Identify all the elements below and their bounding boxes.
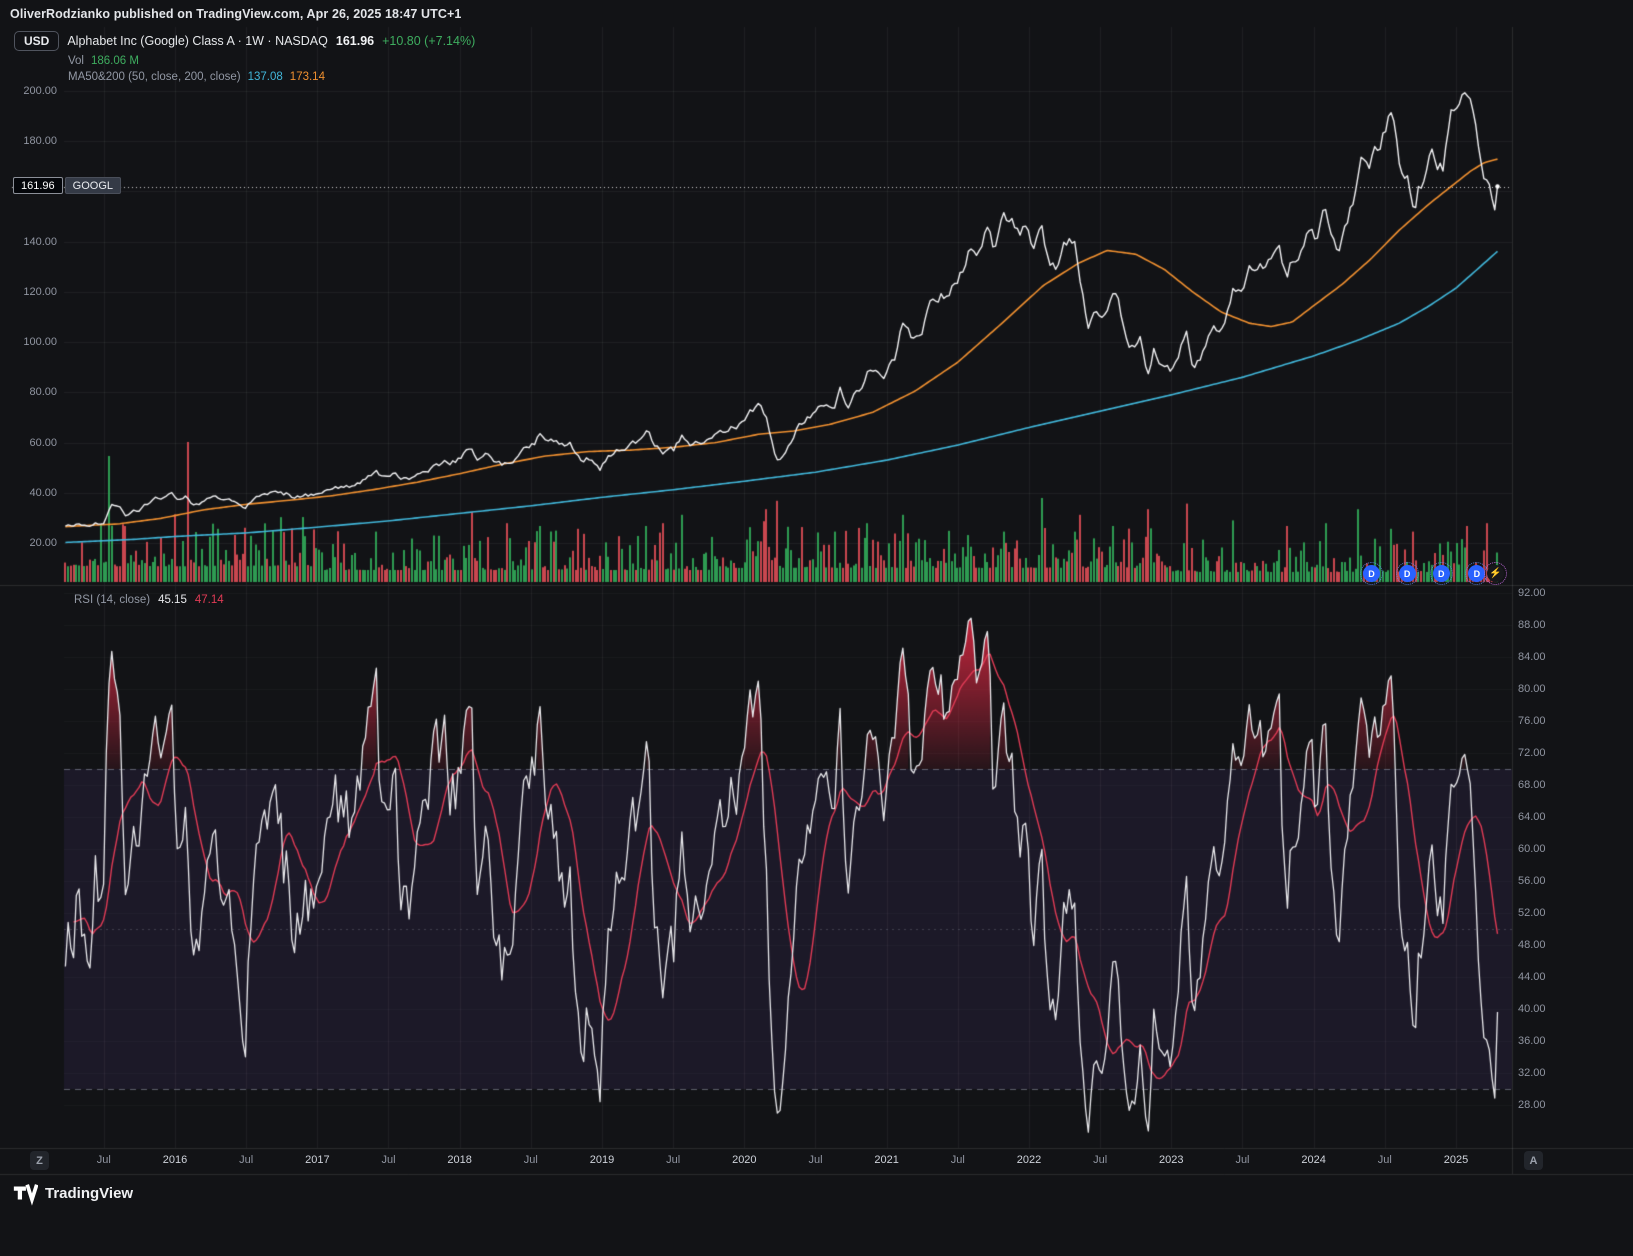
time-axis-label: Jul (950, 1154, 965, 1166)
rsi-axis-label: 36.00 (1518, 1035, 1546, 1047)
price-tag: 161.96 (13, 177, 63, 194)
price-axis-label: 140.00 (23, 235, 57, 248)
current-price-tag: 161.96 GOOGL (13, 177, 121, 194)
price-axis-label: 120.00 (23, 285, 57, 298)
price-axis[interactable]: 200.00180.00160.00140.00120.00100.0080.0… (0, 0, 62, 1148)
time-axis-label: 2018 (447, 1154, 472, 1166)
auto-scale-button[interactable]: A (1524, 1151, 1543, 1170)
ma-legend[interactable]: MA50&200 (50, close, 200, close) 137.08 … (68, 71, 475, 83)
time-axis-label: Jul (1093, 1154, 1108, 1166)
time-axis-label: 2021 (874, 1154, 899, 1166)
symbol-row[interactable]: USD Alphabet Inc (Google) Class A · 1W ·… (14, 31, 475, 51)
time-axis-label: 2025 (1443, 1154, 1469, 1166)
rsi-axis-label: 68.00 (1518, 779, 1546, 791)
symbol-title[interactable]: Alphabet Inc (Google) Class A · 1W · NAS… (67, 34, 328, 48)
dividend-badge[interactable]: D (1465, 562, 1489, 585)
price-axis-label: 180.00 (23, 135, 57, 148)
rsi-axis-label: 64.00 (1518, 811, 1546, 823)
price-axis-label: 100.00 (23, 336, 57, 349)
dividend-badge[interactable]: D (1359, 562, 1383, 585)
time-axis-label: 2019 (589, 1154, 615, 1166)
publisher-text: OliverRodzianko published on TradingView… (10, 7, 462, 21)
ma50-value: 173.14 (289, 71, 325, 83)
rsi-axis-label: 92.00 (1518, 587, 1546, 599)
time-axis-label: 2020 (732, 1154, 757, 1166)
ma200-value: 137.08 (247, 71, 283, 83)
rsi-axis-label: 44.00 (1518, 971, 1546, 983)
rsi-axis-label: 76.00 (1518, 715, 1546, 727)
footer: TradingView (12, 1180, 133, 1206)
rsi-legend[interactable]: RSI (14, close) 45.15 47.14 (74, 594, 224, 606)
time-axis-label: Jul (96, 1154, 111, 1166)
time-axis-label: Jul (1235, 1154, 1250, 1166)
ma-label: MA50&200 (50, close, 200, close) (68, 71, 241, 83)
volume-legend[interactable]: Vol 186.06 M (68, 55, 475, 67)
rsi-axis-label: 32.00 (1518, 1067, 1546, 1079)
price-axis-label: 60.00 (29, 436, 57, 449)
volume-label: Vol (68, 55, 84, 67)
time-axis-label: 2024 (1301, 1154, 1326, 1166)
price-axis-label: 80.00 (29, 386, 57, 399)
rsi-axis-label: 40.00 (1518, 1003, 1546, 1015)
rsi-ma-value: 47.14 (194, 594, 224, 606)
brand-name[interactable]: TradingView (45, 1184, 134, 1202)
time-axis-label: Jul (239, 1154, 254, 1166)
ticker-tag: GOOGL (64, 177, 121, 194)
price-axis-label: 200.00 (23, 85, 57, 97)
price-change: +10.80 (+7.14%) (382, 34, 476, 48)
rsi-axis-label: 84.00 (1518, 651, 1546, 663)
rsi-axis-label: 80.00 (1518, 683, 1546, 695)
earnings-flash-badge[interactable]: ⚡ (1483, 562, 1507, 585)
time-axis-label: Jul (523, 1154, 538, 1166)
rsi-axis-label: 52.00 (1518, 907, 1546, 919)
rsi-axis-label: 72.00 (1518, 747, 1546, 759)
dividend-badge[interactable]: D (1429, 562, 1453, 585)
time-axis-label: Jul (1377, 1154, 1392, 1166)
time-axis[interactable]: Z Jul 2016 Jul 2017 Jul 2018 Jul 2019 Jul 2020 Jul… (0, 1148, 1633, 1174)
time-axis-label: Jul (381, 1154, 396, 1166)
time-axis-label: 2022 (1016, 1154, 1042, 1166)
time-axis-label: 2016 (162, 1154, 188, 1166)
price-axis-label: 40.00 (29, 486, 57, 499)
dividend-badge[interactable]: D (1395, 562, 1419, 585)
rsi-axis-label: 56.00 (1518, 875, 1546, 887)
symbol-legend: USD Alphabet Inc (Google) Class A · 1W ·… (14, 31, 475, 83)
rsi-axis[interactable]: 92.00 88.00 84.00 80.00 76.00 72.00 68.00 64.00… (1518, 0, 1588, 1148)
rsi-axis-label: 48.00 (1518, 939, 1546, 951)
time-axis-label: Jul (666, 1154, 681, 1166)
tradingview-logo[interactable] (12, 1180, 38, 1206)
time-axis-label: 2017 (305, 1154, 330, 1166)
rsi-label: RSI (14, close) (74, 594, 151, 606)
rsi-axis-label: 88.00 (1518, 619, 1546, 631)
rsi-axis-label: 60.00 (1518, 843, 1546, 855)
price-axis-label: 20.00 (29, 536, 57, 549)
timezone-button[interactable]: Z (30, 1151, 49, 1170)
currency-button[interactable]: USD (14, 31, 60, 51)
rsi-value: 45.15 (158, 594, 187, 606)
rsi-axis-label: 28.00 (1518, 1099, 1546, 1111)
last-price: 161.96 (335, 34, 375, 48)
volume-value: 186.06 M (91, 55, 139, 67)
time-axis-label: 2023 (1159, 1154, 1184, 1166)
time-axis-label: Jul (808, 1154, 823, 1166)
